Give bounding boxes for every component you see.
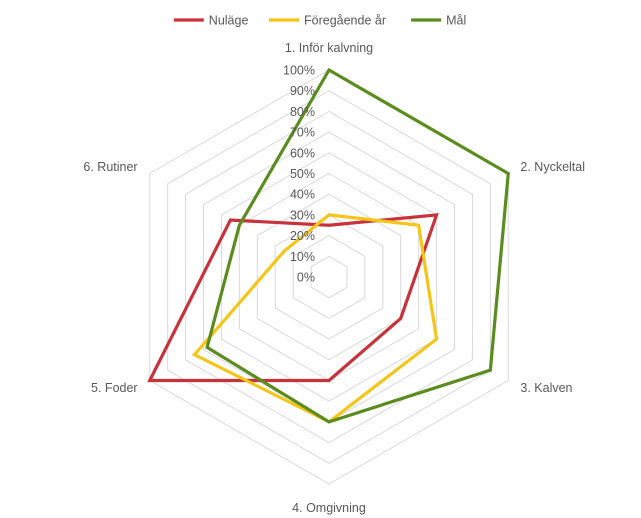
legend-label: Föregående år [304, 14, 386, 28]
radar-series [147, 67, 510, 424]
category-label: 1. Inför kalvning [285, 41, 373, 55]
series-line-0 [147, 213, 439, 383]
series-line-2 [205, 67, 510, 424]
tick-label: 0% [297, 271, 315, 285]
grid-ring [274, 214, 384, 340]
tick-label: 30% [290, 208, 315, 222]
category-labels: 1. Inför kalvning 2. Nyckeltal 3. Kalven 4.… [83, 41, 585, 515]
radial-axis-ticks: 0% 10% 20% 30% 40% 50% 60% 70% 80% 90% 100% [283, 64, 315, 285]
tick-label: 100% [283, 64, 315, 78]
category-label: 2. Nyckeltal [520, 160, 585, 174]
grid-ring [185, 110, 473, 444]
legend-label: Nuläge [209, 14, 249, 28]
tick-label: 10% [290, 250, 315, 264]
category-label: 6. Rutiner [83, 160, 137, 174]
tick-label: 80% [290, 105, 315, 119]
tick-label: 70% [290, 126, 315, 140]
grid-ring [167, 90, 491, 464]
legend-label: Mål [446, 14, 466, 28]
tick-label: 60% [290, 146, 315, 160]
grid-ring [292, 235, 366, 319]
category-label: 3. Kalven [520, 381, 572, 395]
grid-ring [256, 193, 402, 361]
category-label: 5. Foder [91, 381, 138, 395]
tick-label: 90% [290, 84, 315, 98]
tick-label: 20% [290, 229, 315, 243]
grid-ring [310, 255, 348, 299]
legend: Nuläge Föregående år Mål [173, 14, 466, 28]
tick-label: 50% [290, 167, 315, 181]
tick-label: 40% [290, 188, 315, 202]
category-label: 4. Omgivning [292, 501, 366, 515]
grid-ring [238, 172, 420, 382]
